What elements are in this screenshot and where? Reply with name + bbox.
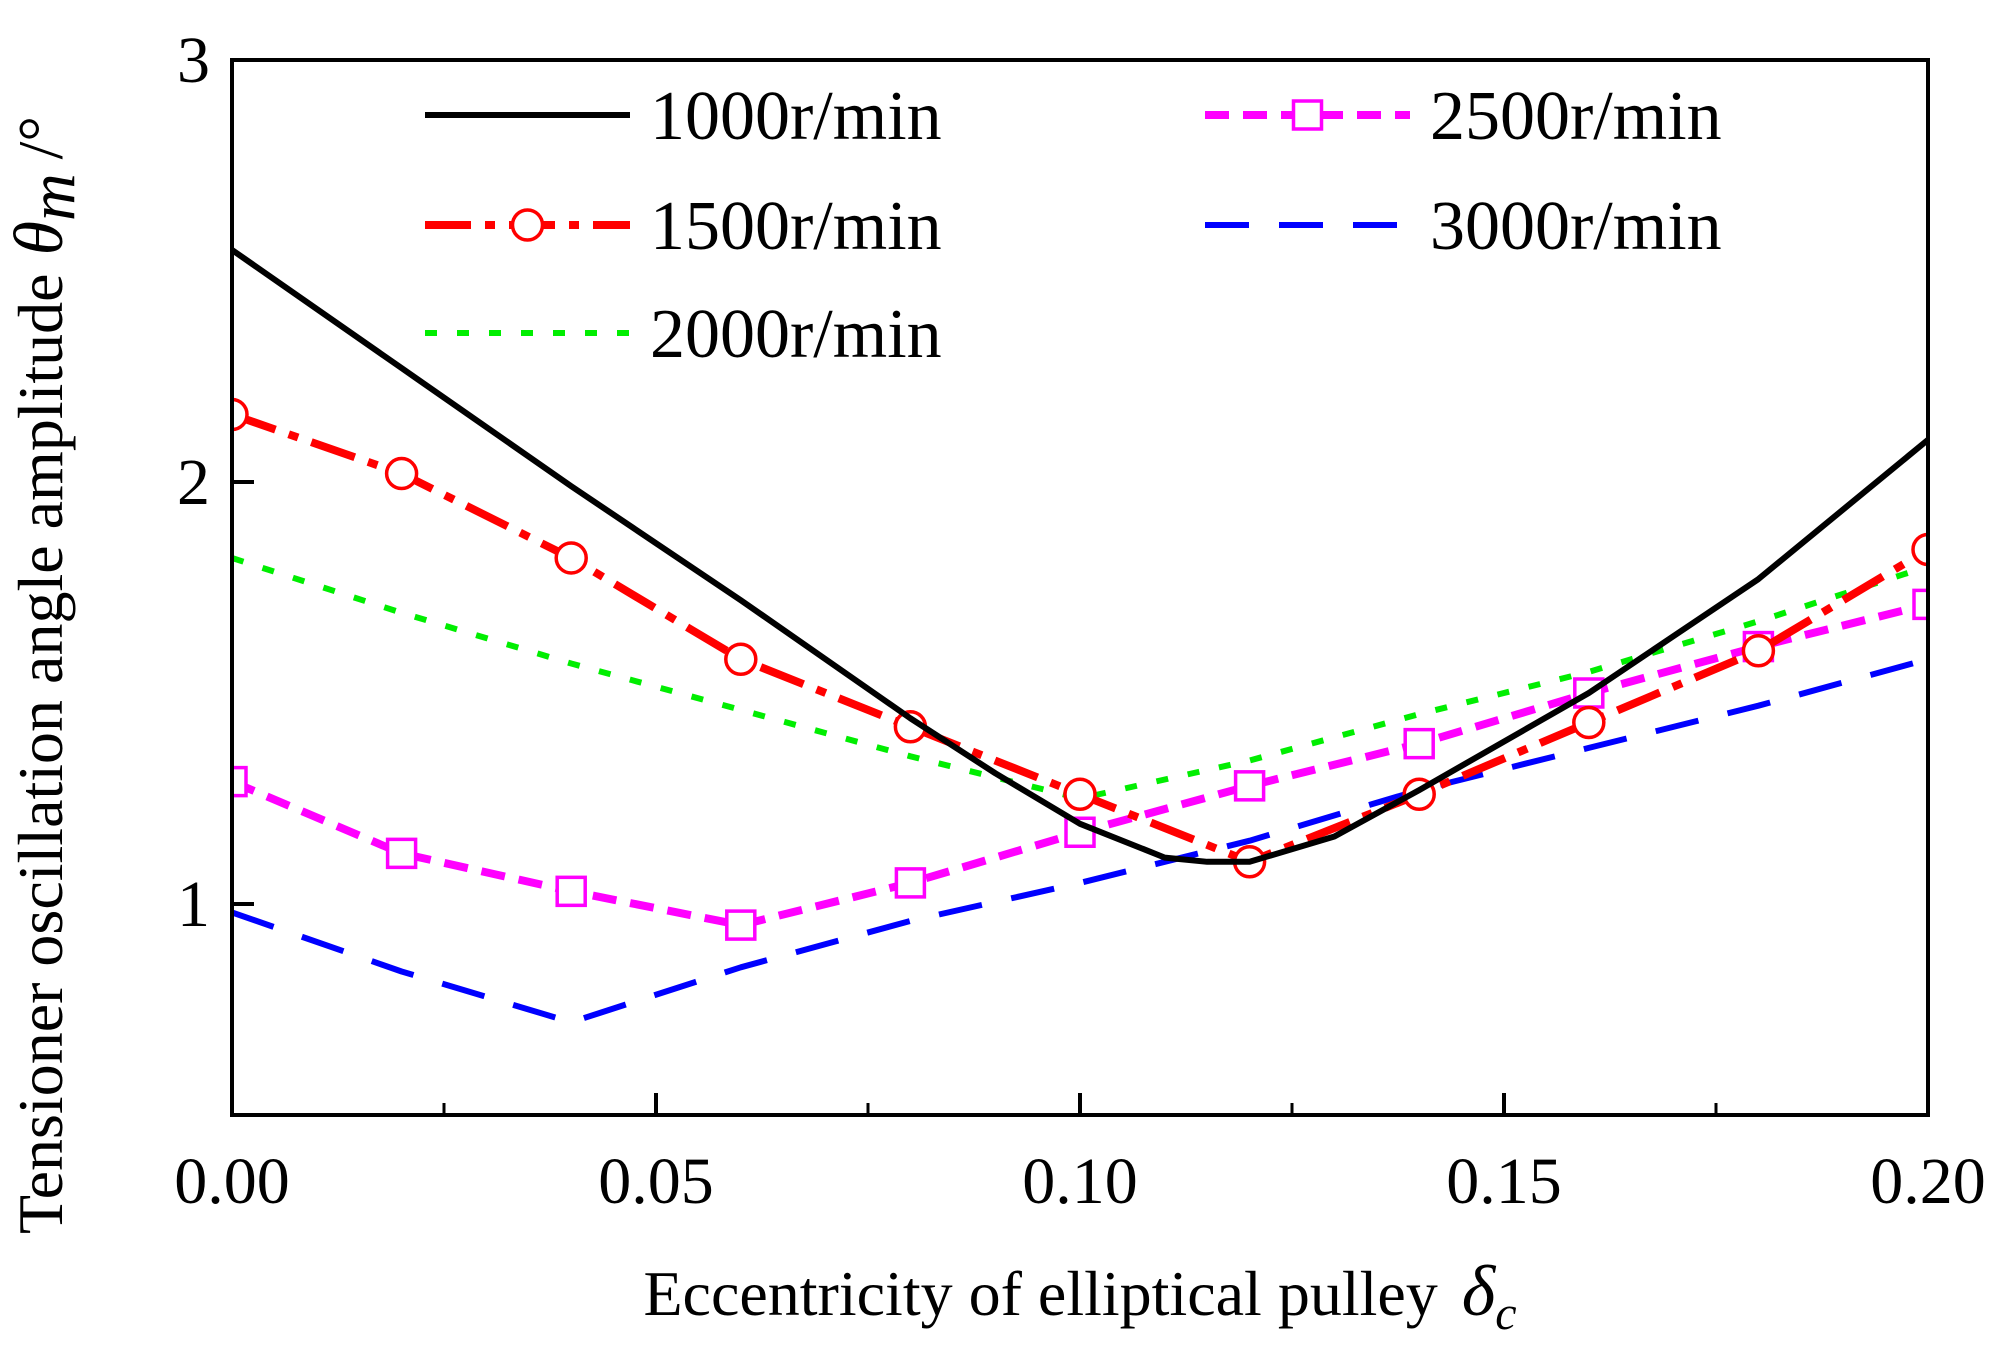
legend-entry-2500-rpm: 2500r/min bbox=[1205, 78, 1722, 155]
x-tick-label: 0.15 bbox=[1446, 1145, 1562, 1218]
x-tick-label: 0.05 bbox=[598, 1145, 714, 1218]
series-group bbox=[232, 247, 1928, 1026]
data-point-1500-rpm bbox=[554, 541, 588, 575]
y-axis-subscript: m bbox=[16, 173, 89, 221]
data-point-2500-rpm bbox=[555, 875, 587, 908]
x-axis-subscript: c bbox=[1495, 1287, 1516, 1340]
data-point-2500-rpm bbox=[1233, 770, 1266, 802]
data-point-2500-rpm bbox=[1403, 727, 1435, 760]
data-point-2500-rpm bbox=[894, 867, 927, 899]
series-1000-rpm bbox=[232, 247, 1928, 865]
data-point-2500-rpm bbox=[725, 909, 757, 941]
data-point-1500-rpm bbox=[1572, 705, 1606, 740]
series-2000-rpm bbox=[232, 555, 1928, 802]
legend-label: 2000r/min bbox=[650, 296, 942, 373]
plot-area bbox=[232, 247, 1928, 1026]
legend-label: 1500r/min bbox=[650, 188, 942, 265]
data-point-1500-rpm bbox=[232, 397, 249, 432]
legend: 1000r/min 1500r/min 2000r/min 2500r/min 3000… bbox=[425, 78, 1722, 373]
series-3000-rpm bbox=[232, 656, 1928, 1026]
data-point-1500-rpm bbox=[1741, 634, 1776, 668]
y-axis-unit: /° bbox=[5, 116, 76, 159]
x-tick-label: 0.10 bbox=[1022, 1145, 1138, 1218]
series-line-3000-rpm bbox=[232, 656, 1928, 1026]
series-line-1000-rpm bbox=[232, 247, 1928, 865]
data-point-2500-rpm bbox=[385, 837, 418, 870]
legend-swatch-marker bbox=[1291, 99, 1324, 131]
legend-entry-1500-rpm: 1500r/min bbox=[425, 188, 942, 265]
data-point-1500-rpm bbox=[724, 642, 758, 676]
y-tick-label: 1 bbox=[177, 868, 210, 941]
legend-label: 1000r/min bbox=[650, 78, 942, 155]
y-tick-label: 2 bbox=[177, 446, 210, 519]
legend-entry-2000-rpm: 2000r/min bbox=[425, 296, 942, 373]
x-axis-title: Eccentricity of elliptical pulley δc bbox=[643, 1251, 1516, 1340]
legend-label: 3000r/min bbox=[1430, 188, 1722, 265]
series-1500-rpm bbox=[232, 397, 1928, 879]
legend-swatch-marker bbox=[510, 208, 545, 242]
axis-titles: Eccentricity of elliptical pulley δc Tensi… bbox=[1, 116, 1517, 1340]
data-point-1500-rpm bbox=[384, 456, 419, 491]
data-point-1500-rpm bbox=[1911, 532, 1928, 567]
axes: 0.00 0.05 0.10 0.15 0.20 1 2 3 bbox=[174, 24, 1986, 1218]
y-axis-symbol: θ bbox=[1, 221, 78, 255]
data-point-1500-rpm bbox=[1063, 777, 1097, 812]
legend-entry-1000-rpm: 1000r/min bbox=[425, 78, 942, 155]
x-tick-label: 0.00 bbox=[174, 1145, 290, 1218]
x-axis-symbol: δ bbox=[1462, 1251, 1497, 1331]
legend-label: 2500r/min bbox=[1430, 78, 1722, 155]
x-axis-title-text: Eccentricity of elliptical pulley bbox=[643, 1258, 1437, 1329]
series-line-2000-rpm bbox=[232, 555, 1928, 802]
y-tick-label: 3 bbox=[177, 24, 210, 97]
data-point-2500-rpm bbox=[232, 765, 248, 798]
x-tick-label: 0.20 bbox=[1870, 1145, 1986, 1218]
y-axis-title: Tensioner oscillation angle amplitude θm /… bbox=[1, 116, 89, 1234]
legend-entry-3000-rpm: 3000r/min bbox=[1205, 188, 1722, 265]
series-line-2500-rpm bbox=[232, 600, 1928, 930]
y-axis-title-text: Tensioner oscillation angle amplitude bbox=[5, 273, 76, 1234]
data-point-2500-rpm bbox=[1912, 588, 1928, 621]
